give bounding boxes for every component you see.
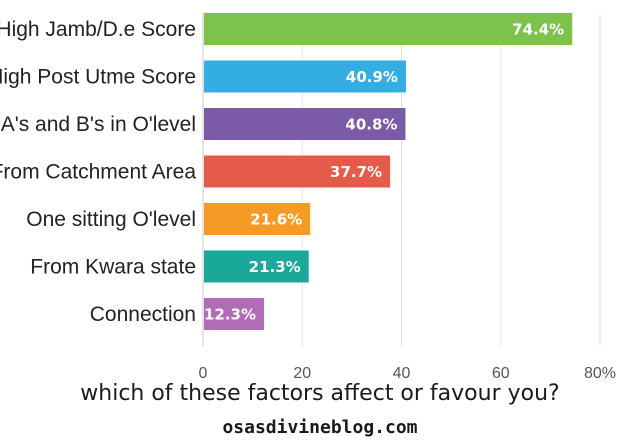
- value-label: 37.7%: [330, 163, 382, 181]
- x-tick-label: 40: [393, 365, 411, 380]
- bar: [204, 155, 391, 188]
- value-labels: 74.4% 40.9% 40.8% 37.7% 21.6% 21.3% 12.3%: [204, 21, 564, 324]
- bar: [204, 13, 573, 45]
- category-label: From Kwara state: [30, 256, 196, 279]
- value-label: 21.3%: [249, 258, 301, 276]
- category-label: High Jamb/D.e Score: [0, 18, 196, 41]
- category-label: One sitting O'level: [26, 208, 196, 231]
- category-label: From Catchment Area: [0, 161, 196, 184]
- chart-title: which of these factors affect or favour …: [80, 381, 560, 406]
- x-axis-ticks: 0 20 40 60 80%: [199, 365, 616, 380]
- watermark: osasdivineblog.com: [222, 417, 418, 438]
- value-label: 40.9%: [346, 68, 398, 86]
- bar: [204, 60, 406, 93]
- x-tick-label: 60: [492, 365, 510, 380]
- value-label: 12.3%: [204, 306, 256, 324]
- bar: [204, 203, 311, 235]
- category-label: High Post Utme Score: [0, 66, 196, 89]
- bar: [204, 250, 309, 283]
- bar: [204, 298, 265, 330]
- x-tick-label: 80%: [584, 365, 616, 380]
- bar: [204, 108, 406, 140]
- value-label: 21.6%: [250, 211, 302, 229]
- bar-chart: High Jamb/D.e Score High Post Utme Score A…: [0, 13, 616, 380]
- x-tick-label: 20: [293, 365, 311, 380]
- category-label: Connection: [90, 303, 196, 326]
- category-labels: High Jamb/D.e Score High Post Utme Score A…: [0, 18, 196, 326]
- value-label: 40.8%: [345, 116, 397, 134]
- value-label: 74.4%: [512, 21, 564, 39]
- bars: [204, 13, 573, 330]
- x-tick-label: 0: [199, 365, 208, 380]
- category-label: A's and B's in O'level: [1, 113, 196, 136]
